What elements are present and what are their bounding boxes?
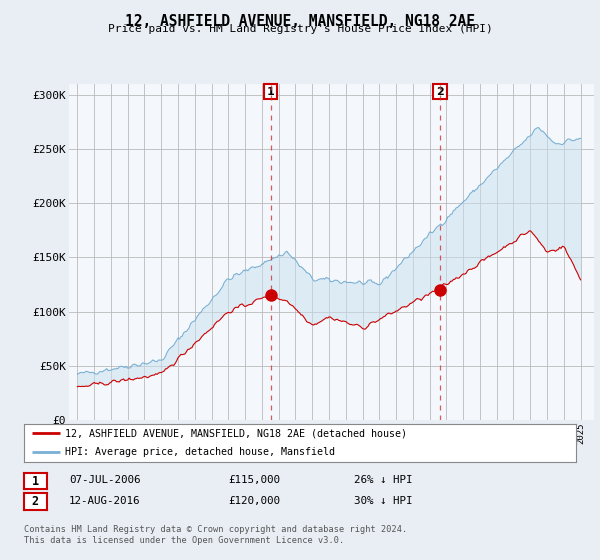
Text: £115,000: £115,000 xyxy=(228,475,280,486)
Text: 1: 1 xyxy=(32,474,39,488)
Text: 30% ↓ HPI: 30% ↓ HPI xyxy=(354,496,413,506)
Text: Contains HM Land Registry data © Crown copyright and database right 2024.
This d: Contains HM Land Registry data © Crown c… xyxy=(24,525,407,545)
Text: 12, ASHFIELD AVENUE, MANSFIELD, NG18 2AE (detached house): 12, ASHFIELD AVENUE, MANSFIELD, NG18 2AE… xyxy=(65,428,407,438)
Text: 12, ASHFIELD AVENUE, MANSFIELD, NG18 2AE: 12, ASHFIELD AVENUE, MANSFIELD, NG18 2AE xyxy=(125,14,475,29)
Text: 12-AUG-2016: 12-AUG-2016 xyxy=(69,496,140,506)
Text: Price paid vs. HM Land Registry's House Price Index (HPI): Price paid vs. HM Land Registry's House … xyxy=(107,24,493,34)
Text: 1: 1 xyxy=(267,87,274,96)
Text: £120,000: £120,000 xyxy=(228,496,280,506)
Text: HPI: Average price, detached house, Mansfield: HPI: Average price, detached house, Mans… xyxy=(65,447,335,458)
Text: 2: 2 xyxy=(32,495,39,508)
Text: 26% ↓ HPI: 26% ↓ HPI xyxy=(354,475,413,486)
Text: 07-JUL-2006: 07-JUL-2006 xyxy=(69,475,140,486)
Text: 2: 2 xyxy=(436,87,444,96)
